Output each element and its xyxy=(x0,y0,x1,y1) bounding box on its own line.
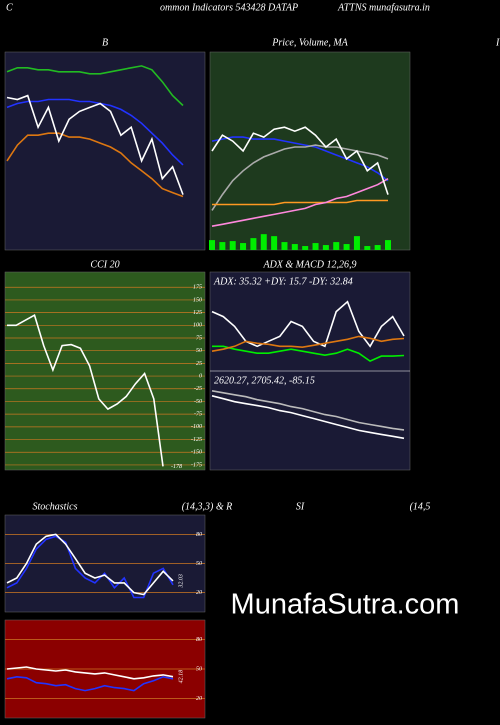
y-tick-label: 75 xyxy=(196,335,202,341)
panel-title: B xyxy=(102,37,108,48)
y-tick-label: 50 xyxy=(196,348,202,354)
watermark: MunafaSutra.com xyxy=(231,589,460,621)
series-line xyxy=(6,98,184,166)
volume-bar xyxy=(302,246,309,250)
volume-bar xyxy=(343,244,350,250)
series-line xyxy=(212,199,388,206)
volume-bar xyxy=(333,242,340,250)
panel-title: (14,5 xyxy=(410,501,431,512)
y-tick-label: 125 xyxy=(193,310,202,316)
y-tick-label: 50 xyxy=(196,561,202,567)
volume-bar xyxy=(219,242,226,250)
panel-background xyxy=(4,51,206,251)
series-line xyxy=(7,314,164,467)
volume-bar xyxy=(385,240,391,250)
last-value-label: -178 xyxy=(171,464,182,470)
y-tick-label: 25 xyxy=(196,361,202,367)
y-tick-label: 175 xyxy=(193,285,202,291)
volume-bar xyxy=(209,240,215,250)
header-mid: ommon Indicators 543428 DATAP xyxy=(160,2,298,13)
series-line xyxy=(6,666,174,680)
y-tick-label: 20 xyxy=(196,590,202,596)
y-tick-label: 50 xyxy=(196,666,202,672)
series-line xyxy=(6,65,184,107)
series-line xyxy=(211,136,389,182)
volume-bar xyxy=(353,236,360,250)
y-tick-label: 20 xyxy=(196,696,202,702)
y-tick-label: 150 xyxy=(193,297,202,303)
y-tick-label: -125 xyxy=(191,437,202,443)
series-line xyxy=(6,94,184,195)
volume-bar xyxy=(312,243,319,250)
series-line xyxy=(211,395,405,440)
y-tick-label: -175 xyxy=(191,462,202,468)
series-line xyxy=(211,126,389,195)
panels: B Price, Volume, MA CCI 20 175 150 125 100 75 50… xyxy=(4,37,431,719)
volume-bar xyxy=(291,244,298,250)
y-tick-label: -100 xyxy=(191,424,202,430)
series-line xyxy=(6,132,184,198)
series-line xyxy=(211,390,405,431)
series-line xyxy=(211,335,405,352)
volume-bar xyxy=(271,236,278,250)
panel-background xyxy=(4,271,206,471)
panel-title: SI xyxy=(296,501,305,512)
y-tick-label: -150 xyxy=(191,450,202,456)
series-line xyxy=(6,533,174,596)
y-tick-label: -75 xyxy=(194,412,202,418)
series-line xyxy=(6,675,174,692)
series-line xyxy=(211,178,389,227)
volume-bar xyxy=(250,238,257,250)
panel-title: (14,3,3) & R xyxy=(182,501,233,512)
annotation: ADX: 35.32 +DY: 15.7 -DY: 32.84 xyxy=(213,276,353,287)
panel-title: Price, Volume, MA xyxy=(271,37,348,48)
y-tick-label: -50 xyxy=(194,399,202,405)
volume-bar xyxy=(260,234,267,250)
volume-bar xyxy=(240,243,247,250)
y-tick-label: 0 xyxy=(199,373,202,379)
y-tick-label: 80 xyxy=(196,637,202,643)
annotation: 2620.27, 2705.42, -85.15 xyxy=(214,375,315,386)
y-tick-label: 100 xyxy=(193,323,202,329)
last-value-label: 32.03 xyxy=(178,574,184,589)
last-value-label: 42.18 xyxy=(177,670,184,684)
volume-bar xyxy=(229,241,236,250)
series-line xyxy=(211,300,405,348)
volume-bar xyxy=(374,245,381,250)
series-line xyxy=(211,144,389,211)
panel-title: CCI 20 xyxy=(90,259,119,270)
volume-bar xyxy=(281,242,288,250)
volume-bar xyxy=(364,246,371,250)
series-line xyxy=(212,345,405,363)
header-right: ATTNS munafasutra.in xyxy=(337,2,430,13)
panel-title: ADX & MACD 12,26,9 xyxy=(262,259,356,270)
panel-title: Stochastics xyxy=(33,501,78,512)
header-left: C xyxy=(6,2,13,13)
y-tick-label: 80 xyxy=(196,532,202,538)
y-tick-label: -25 xyxy=(194,386,202,392)
volume-bar xyxy=(322,245,329,250)
header-edge: I xyxy=(495,37,500,48)
